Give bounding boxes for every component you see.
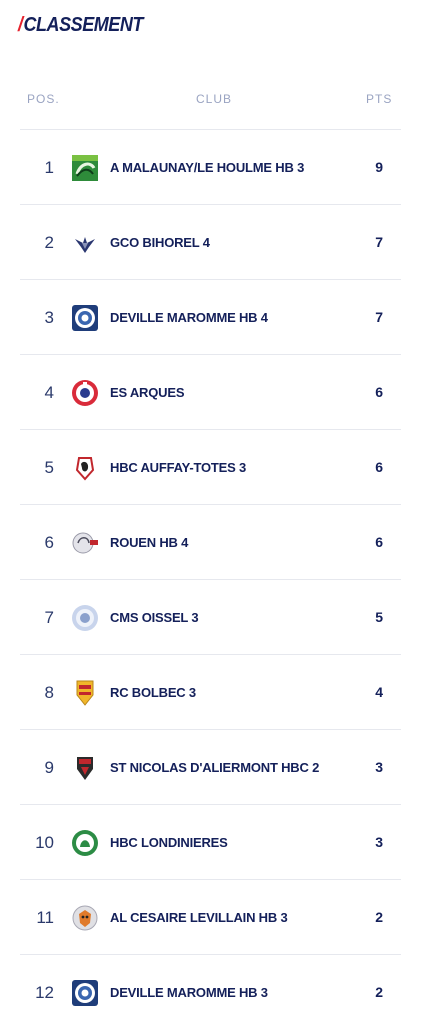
table-row[interactable]: 8 RC BOLBEC 3 4 [20,654,401,729]
table-row[interactable]: 3 DEVILLE MAROMME HB 4 7 [20,279,401,354]
row-points: 5 [375,609,383,625]
table-row[interactable]: 6 ROUEN HB 4 6 [20,504,401,579]
title-text: CLASSEMENT [23,14,143,36]
oissel-logo-icon [71,604,99,632]
row-club-name[interactable]: ST NICOLAS D'ALIERMONT HBC 2 [110,760,320,775]
standings-table: 1 A MALAUNAY/LE HOULME HB 3 9 2 GCO BIHOREL … [20,129,401,1029]
row-points: 4 [375,684,383,700]
rouen-logo-icon [71,529,99,557]
table-row[interactable]: 10 HBC LONDINIERES 3 [20,804,401,879]
row-club-name[interactable]: DEVILLE MAROMME HB 3 [110,985,268,1000]
table-row[interactable]: 5 HBC AUFFAY-TOTES 3 6 [20,429,401,504]
table-row[interactable]: 1 A MALAUNAY/LE HOULME HB 3 9 [20,129,401,204]
row-position: 9 [44,758,54,777]
row-position: 2 [44,233,54,252]
auffay-logo-icon [71,454,99,482]
row-position: 11 [36,908,54,927]
row-club-name[interactable]: A MALAUNAY/LE HOULME HB 3 [110,160,305,175]
londinieres-logo-icon [71,829,99,857]
row-position: 7 [44,608,54,627]
aliermont-logo-icon [71,754,99,782]
row-position: 12 [35,983,54,1002]
deville-logo-icon [71,304,99,332]
column-header-club: CLUB [196,92,233,106]
row-position: 4 [44,383,54,402]
row-position: 10 [35,833,54,852]
row-points: 2 [375,909,383,925]
page-title: /CLASSEMENT [18,14,143,37]
row-points: 2 [375,984,383,1000]
row-points: 3 [375,759,383,775]
row-points: 6 [375,384,383,400]
bihorel-logo-icon [71,229,99,257]
table-row[interactable]: 2 GCO BIHOREL 4 7 [20,204,401,279]
row-club-name[interactable]: HBC LONDINIERES [110,835,228,850]
row-club-name[interactable]: ROUEN HB 4 [110,535,189,550]
table-header: POS. CLUB PTS [0,92,425,110]
levillain-logo-icon [71,904,99,932]
row-points: 7 [375,234,383,250]
row-position: 5 [44,458,54,477]
row-points: 9 [375,159,383,175]
row-position: 1 [44,158,54,177]
table-row[interactable]: 12 DEVILLE MAROMME HB 3 2 [20,954,401,1029]
row-position: 6 [44,533,54,552]
row-club-name[interactable]: RC BOLBEC 3 [110,685,196,700]
row-club-name[interactable]: ES ARQUES [110,385,185,400]
row-club-name[interactable]: CMS OISSEL 3 [110,610,199,625]
row-points: 6 [375,534,383,550]
row-club-name[interactable]: HBC AUFFAY-TOTES 3 [110,460,247,475]
row-club-name[interactable]: AL CESAIRE LEVILLAIN HB 3 [110,910,288,925]
row-position: 8 [44,683,54,702]
row-points: 7 [375,309,383,325]
arques-logo-icon [71,379,99,407]
column-header-pos: POS. [27,92,60,106]
bolbec-logo-icon [71,679,99,707]
table-row[interactable]: 7 CMS OISSEL 3 5 [20,579,401,654]
row-position: 3 [44,308,54,327]
row-points: 3 [375,834,383,850]
column-header-pts: PTS [366,92,393,106]
row-points: 6 [375,459,383,475]
table-row[interactable]: 4 ES ARQUES 6 [20,354,401,429]
title-slash: / [18,14,23,36]
row-club-name[interactable]: DEVILLE MAROMME HB 4 [110,310,268,325]
row-club-name[interactable]: GCO BIHOREL 4 [110,235,210,250]
table-row[interactable]: 9 ST NICOLAS D'ALIERMONT HBC 2 3 [20,729,401,804]
table-row[interactable]: 11 AL CESAIRE LEVILLAIN HB 3 2 [20,879,401,954]
malaunay-logo-icon [71,154,99,182]
deville-logo-icon [71,979,99,1007]
